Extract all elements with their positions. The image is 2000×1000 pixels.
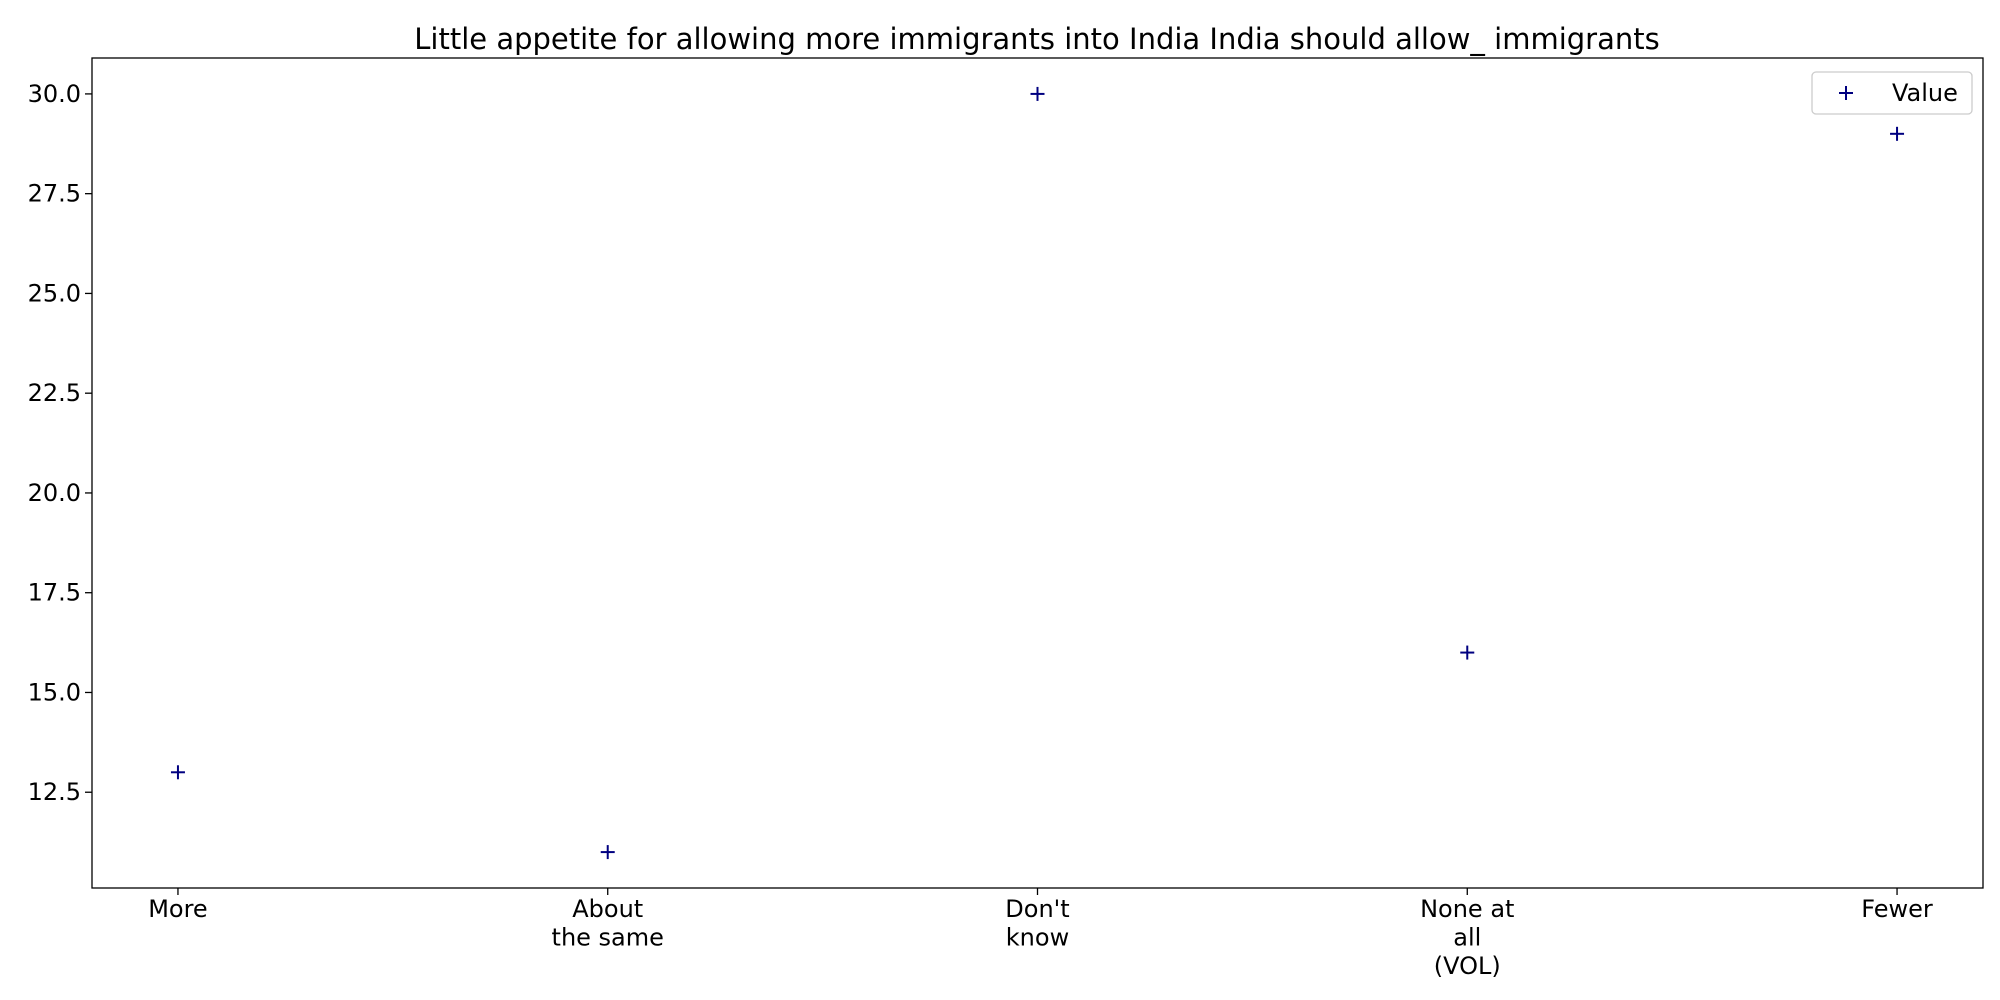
x-tick-label-line: None at xyxy=(1420,895,1514,923)
x-tick-label-line: all xyxy=(1453,924,1481,952)
y-tick-label: 20.0 xyxy=(28,479,81,507)
x-tick-label: None at all (VOL) xyxy=(1420,895,1514,980)
x-tick-label: More xyxy=(148,895,208,923)
x-tick-label-line: the same xyxy=(552,924,664,952)
data-point xyxy=(1460,645,1475,660)
y-tick-label: 25.0 xyxy=(28,279,81,307)
x-axis: More About the same Don't know None at all (VOL… xyxy=(148,888,1933,980)
legend-marker xyxy=(1839,86,1853,100)
legend-label: Value xyxy=(1892,79,1958,107)
x-tick-label-line: (VOL) xyxy=(1434,952,1501,980)
x-tick-label-line: know xyxy=(1006,924,1069,952)
scatter-series xyxy=(170,86,1905,860)
y-tick-label: 30.0 xyxy=(28,80,81,108)
legend: Value xyxy=(1811,71,1973,115)
x-tick-label: Don't know xyxy=(1005,895,1069,952)
data-point xyxy=(600,845,615,860)
legend-box xyxy=(1811,71,1973,115)
chart-title: Little appetite for allowing more immigr… xyxy=(414,22,1659,56)
data-point xyxy=(170,765,185,780)
y-tick-label: 22.5 xyxy=(28,379,81,407)
y-tick-label: 27.5 xyxy=(28,180,81,208)
x-tick-label: About the same xyxy=(552,895,664,952)
x-tick-label-line: More xyxy=(148,895,208,923)
y-tick-label: 17.5 xyxy=(28,579,81,607)
data-point xyxy=(1030,86,1045,101)
x-tick-label-line: Don't xyxy=(1005,895,1069,923)
y-tick-label: 12.5 xyxy=(28,778,81,806)
y-tick-label: 15.0 xyxy=(28,678,81,706)
x-tick-label-line: Fewer xyxy=(1861,895,1933,923)
x-tick-label-line: About xyxy=(572,895,643,923)
plot-area xyxy=(91,57,1984,889)
x-tick-label: Fewer xyxy=(1861,895,1933,923)
data-point xyxy=(1890,126,1905,141)
y-axis: 12.5 15.0 17.5 20.0 22.5 25.0 27.5 30.0 xyxy=(28,80,92,806)
